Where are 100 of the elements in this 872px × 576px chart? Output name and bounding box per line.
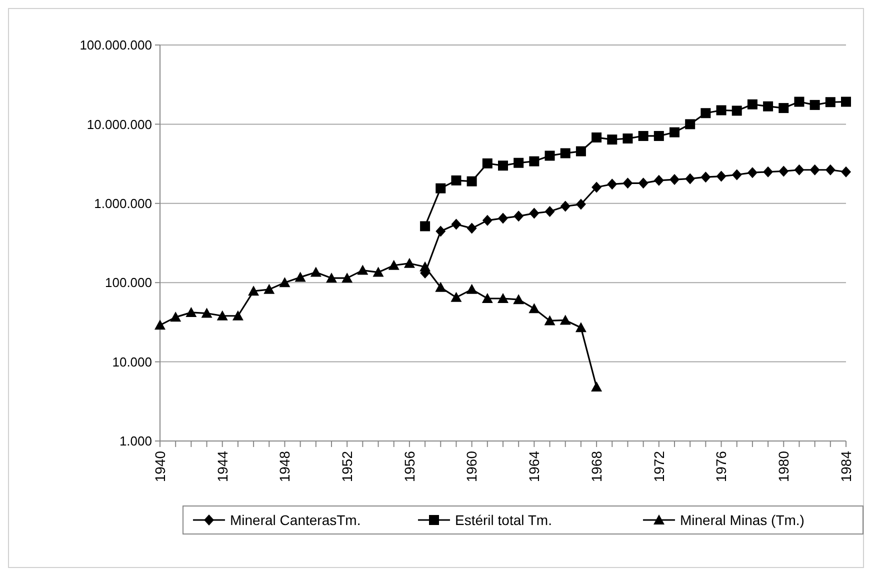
legend-label: Mineral CanterasTm. xyxy=(230,512,361,528)
point xyxy=(216,310,228,320)
point xyxy=(592,182,602,193)
point xyxy=(154,320,166,330)
point xyxy=(778,103,789,114)
point xyxy=(607,178,618,190)
point xyxy=(575,322,586,332)
point xyxy=(279,277,290,288)
x-tick-label: 1960 xyxy=(464,450,480,482)
point xyxy=(685,119,696,130)
point xyxy=(482,158,492,168)
point xyxy=(450,292,462,302)
point xyxy=(778,166,789,177)
point xyxy=(685,173,696,184)
point xyxy=(576,146,586,156)
point xyxy=(825,97,836,108)
point xyxy=(342,272,353,283)
point xyxy=(763,101,774,112)
point xyxy=(451,218,462,230)
point xyxy=(529,156,540,166)
legend-label: Estéril total Tm. xyxy=(455,512,552,528)
y-tick-label: 100.000 xyxy=(105,275,152,290)
point xyxy=(466,284,478,294)
point xyxy=(436,183,446,194)
x-tick-label: 1980 xyxy=(776,450,792,482)
point xyxy=(560,314,571,325)
point xyxy=(576,198,586,210)
point xyxy=(372,266,384,277)
point xyxy=(591,382,602,392)
point xyxy=(357,264,368,275)
point xyxy=(404,258,415,268)
point xyxy=(560,148,570,158)
point xyxy=(529,208,540,219)
point xyxy=(670,127,680,138)
x-tick-label: 1956 xyxy=(401,450,418,482)
point xyxy=(716,105,726,116)
point xyxy=(592,132,602,142)
point xyxy=(420,261,431,272)
point xyxy=(482,214,492,226)
point xyxy=(700,108,711,118)
point xyxy=(763,166,774,178)
point xyxy=(716,170,726,182)
point xyxy=(498,160,508,171)
point xyxy=(747,167,758,178)
point xyxy=(420,221,430,232)
y-tick-label: 1.000 xyxy=(119,434,152,449)
point xyxy=(544,150,555,161)
point xyxy=(638,130,648,141)
point xyxy=(482,292,493,303)
point xyxy=(514,158,524,168)
point xyxy=(451,175,462,186)
point xyxy=(201,308,212,318)
point xyxy=(544,206,555,218)
point xyxy=(794,164,804,176)
point xyxy=(825,164,836,176)
point xyxy=(294,272,306,282)
point xyxy=(841,166,851,178)
point xyxy=(514,210,524,222)
point xyxy=(810,100,820,110)
x-tick-label: 1944 xyxy=(214,450,230,482)
point xyxy=(732,169,742,180)
x-tick-label: 1940 xyxy=(152,450,168,482)
point xyxy=(513,294,524,304)
x-tick-label: 1972 xyxy=(650,450,667,482)
legend-label: Mineral Minas (Tm.) xyxy=(680,512,804,528)
point xyxy=(622,178,633,189)
x-tick-label: 1968 xyxy=(588,450,604,482)
y-tick-label: 100.000.000 xyxy=(80,38,152,53)
x-tick-label: 1964 xyxy=(526,450,542,482)
point xyxy=(841,96,851,107)
point xyxy=(670,174,680,186)
point xyxy=(810,164,820,176)
point xyxy=(326,272,337,283)
point xyxy=(622,133,633,144)
x-tick-label: 1952 xyxy=(338,450,355,482)
point xyxy=(747,99,758,110)
point xyxy=(528,303,540,314)
point xyxy=(638,178,648,189)
point xyxy=(232,310,244,320)
point xyxy=(436,226,446,237)
point xyxy=(186,306,197,317)
point xyxy=(498,212,508,224)
point xyxy=(248,286,260,296)
point xyxy=(654,130,664,141)
point xyxy=(466,222,477,234)
y-tick-label: 10.000.000 xyxy=(86,116,152,132)
point xyxy=(654,174,664,186)
x-tick-label: 1984 xyxy=(838,450,854,482)
x-tick-label: 1976 xyxy=(713,450,730,482)
point xyxy=(170,312,182,322)
point xyxy=(466,176,477,186)
y-tick-label: 10.000 xyxy=(112,354,152,370)
point xyxy=(310,266,322,277)
point xyxy=(264,284,275,294)
y-tick-label: 1.000.000 xyxy=(94,196,152,211)
x-tick-label: 1948 xyxy=(276,450,293,482)
point xyxy=(544,315,556,326)
point xyxy=(388,260,400,270)
point xyxy=(700,172,711,183)
point xyxy=(498,292,508,303)
